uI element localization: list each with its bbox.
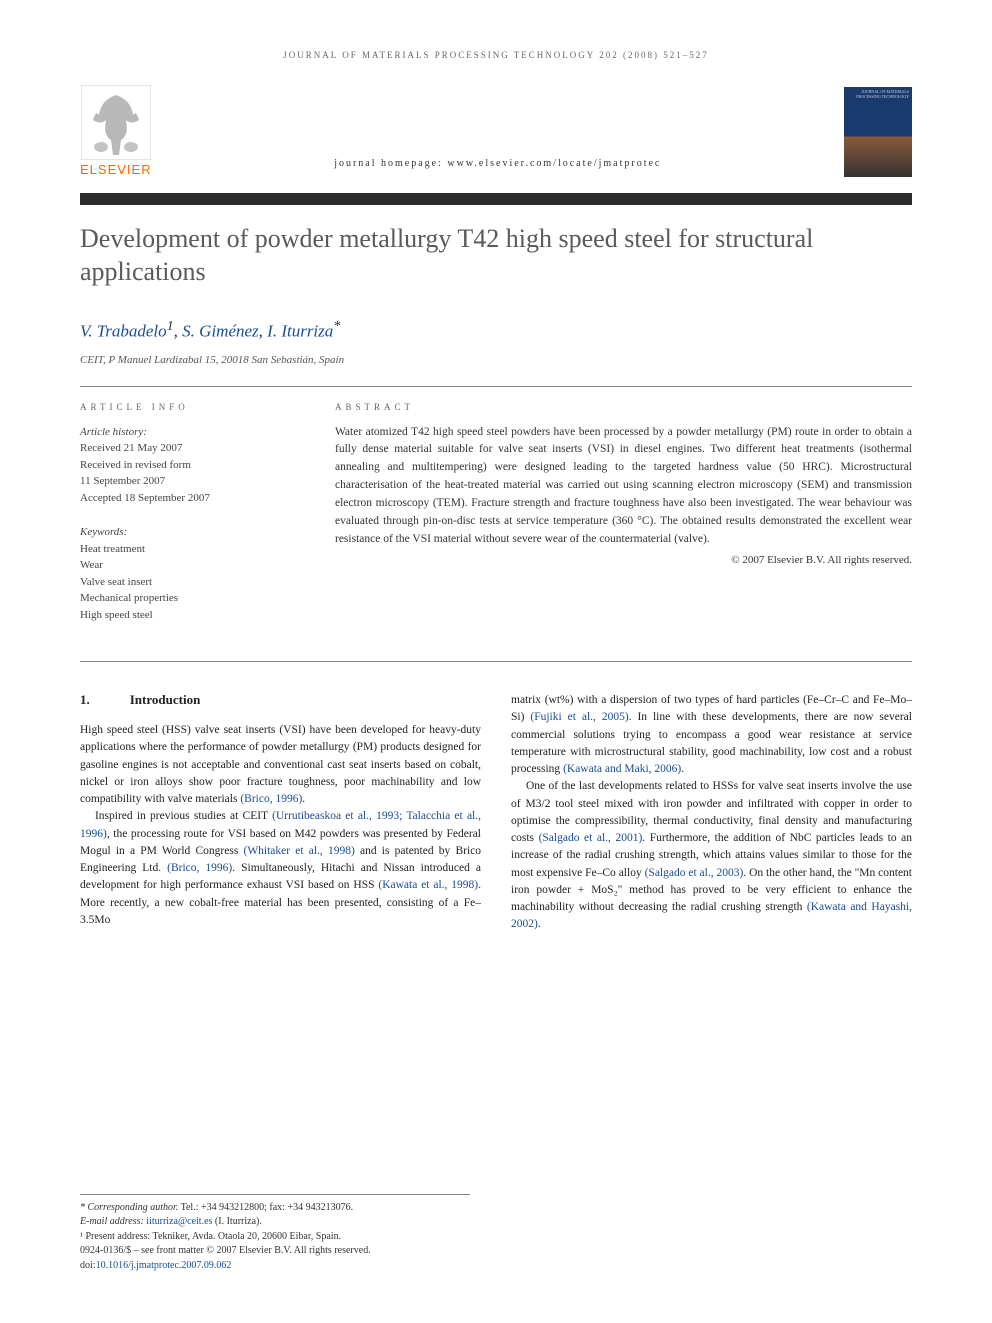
doi-line: doi:10.1016/j.jmatprotec.2007.09.062 <box>80 1259 470 1274</box>
paragraph: Inspired in previous studies at CEIT (Ur… <box>80 808 481 929</box>
history-revised-2: 11 September 2007 <box>80 473 290 490</box>
meta-row: ARTICLE INFO Article history: Received 2… <box>80 386 912 663</box>
footnotes: * Corresponding author. Tel.: +34 943212… <box>80 1194 470 1274</box>
author-sep: , <box>174 322 183 341</box>
abstract-label: ABSTRACT <box>335 402 912 412</box>
authors-line: V. Trabadelo1, S. Giménez, I. Iturriza* <box>80 318 912 342</box>
affiliation: CEIT, P Manuel Lardizabal 15, 20018 San … <box>80 354 912 366</box>
author-2[interactable]: S. Giménez <box>182 322 258 341</box>
body-columns: 1. Introduction High speed steel (HSS) v… <box>80 692 912 934</box>
history-accepted: Accepted 18 September 2007 <box>80 490 290 507</box>
author-3-corresponding-marker: * <box>333 318 340 334</box>
email-link[interactable]: iiturriza@ceit.es <box>146 1216 212 1227</box>
section-title: Introduction <box>130 692 201 708</box>
paragraph: One of the last developments related to … <box>511 778 912 933</box>
paragraph: matrix (wt%) with a dispersion of two ty… <box>511 692 912 778</box>
keyword-item: Mechanical properties <box>80 590 290 607</box>
citation-link[interactable]: (Whitaker et al., 1998) <box>243 845 354 857</box>
journal-cover-title: JOURNAL OF MATERIALS PROCESSING TECHNOLO… <box>844 87 912 103</box>
abstract-text: Water atomized T42 high speed steel powd… <box>335 424 912 549</box>
keyword-item: Valve seat insert <box>80 574 290 591</box>
issn-line: 0924-0136/$ – see front matter © 2007 El… <box>80 1244 470 1259</box>
citation-link[interactable]: (Fujiki et al., 2005) <box>530 711 628 723</box>
article-title: Development of powder metallurgy T42 hig… <box>80 223 912 288</box>
body-text-left: High speed steel (HSS) valve seat insert… <box>80 722 481 929</box>
author-3[interactable]: I. Iturriza <box>267 322 333 341</box>
keyword-item: Heat treatment <box>80 541 290 558</box>
article-page: JOURNAL OF MATERIALS PROCESSING TECHNOLO… <box>0 0 992 1323</box>
present-address-note: ¹ Present address: Tekniker, Avda. Otaol… <box>80 1230 470 1245</box>
history-label: Article history: <box>80 424 290 441</box>
doi-link[interactable]: 10.1016/j.jmatprotec.2007.09.062 <box>96 1260 232 1271</box>
citation-link[interactable]: (Salgado et al., 2001) <box>539 832 643 844</box>
elsevier-tree-icon <box>81 85 151 160</box>
publisher-logo[interactable]: ELSEVIER <box>80 85 152 177</box>
paragraph: High speed steel (HSS) valve seat insert… <box>80 722 481 808</box>
article-info-label: ARTICLE INFO <box>80 402 290 412</box>
body-column-left: 1. Introduction High speed steel (HSS) v… <box>80 692 481 934</box>
history-revised-1: Received in revised form <box>80 457 290 474</box>
keyword-item: High speed steel <box>80 607 290 624</box>
keywords-label: Keywords: <box>80 524 290 541</box>
body-text-right: matrix (wt%) with a dispersion of two ty… <box>511 692 912 934</box>
running-header: JOURNAL OF MATERIALS PROCESSING TECHNOLO… <box>80 50 912 60</box>
article-history-block: Article history: Received 21 May 2007 Re… <box>80 424 290 507</box>
journal-homepage-link[interactable]: journal homepage: www.elsevier.com/locat… <box>152 158 844 177</box>
keyword-item: Wear <box>80 557 290 574</box>
citation-link[interactable]: (Brico, 1996) <box>240 793 302 805</box>
body-column-right: matrix (wt%) with a dispersion of two ty… <box>511 692 912 934</box>
email-line: E-mail address: iiturriza@ceit.es (I. It… <box>80 1215 470 1230</box>
publisher-name: ELSEVIER <box>80 162 152 177</box>
section-heading-1: 1. Introduction <box>80 692 481 708</box>
author-1[interactable]: V. Trabadelo <box>80 322 167 341</box>
journal-cover-thumbnail[interactable]: JOURNAL OF MATERIALS PROCESSING TECHNOLO… <box>844 87 912 177</box>
citation-link[interactable]: (Brico, 1996) <box>167 862 232 874</box>
history-received: Received 21 May 2007 <box>80 440 290 457</box>
author-sep: , <box>259 322 268 341</box>
citation-link[interactable]: (Kawata and Maki, 2006) <box>563 763 681 775</box>
author-1-footnote-marker: 1 <box>167 318 174 334</box>
citation-link[interactable]: (Kawata et al., 1998) <box>378 879 478 891</box>
citation-link[interactable]: (Salgado et al., 2003) <box>645 867 744 879</box>
header-area: ELSEVIER journal homepage: www.elsevier.… <box>80 85 912 185</box>
abstract-column: ABSTRACT Water atomized T42 high speed s… <box>335 402 912 642</box>
copyright-line: © 2007 Elsevier B.V. All rights reserved… <box>335 554 912 566</box>
article-info-column: ARTICLE INFO Article history: Received 2… <box>80 402 290 642</box>
corresponding-author-note: * Corresponding author. Tel.: +34 943212… <box>80 1201 470 1216</box>
keywords-block: Keywords: Heat treatment Wear Valve seat… <box>80 524 290 623</box>
section-number: 1. <box>80 692 90 708</box>
title-section: Development of powder metallurgy T42 hig… <box>80 193 912 288</box>
